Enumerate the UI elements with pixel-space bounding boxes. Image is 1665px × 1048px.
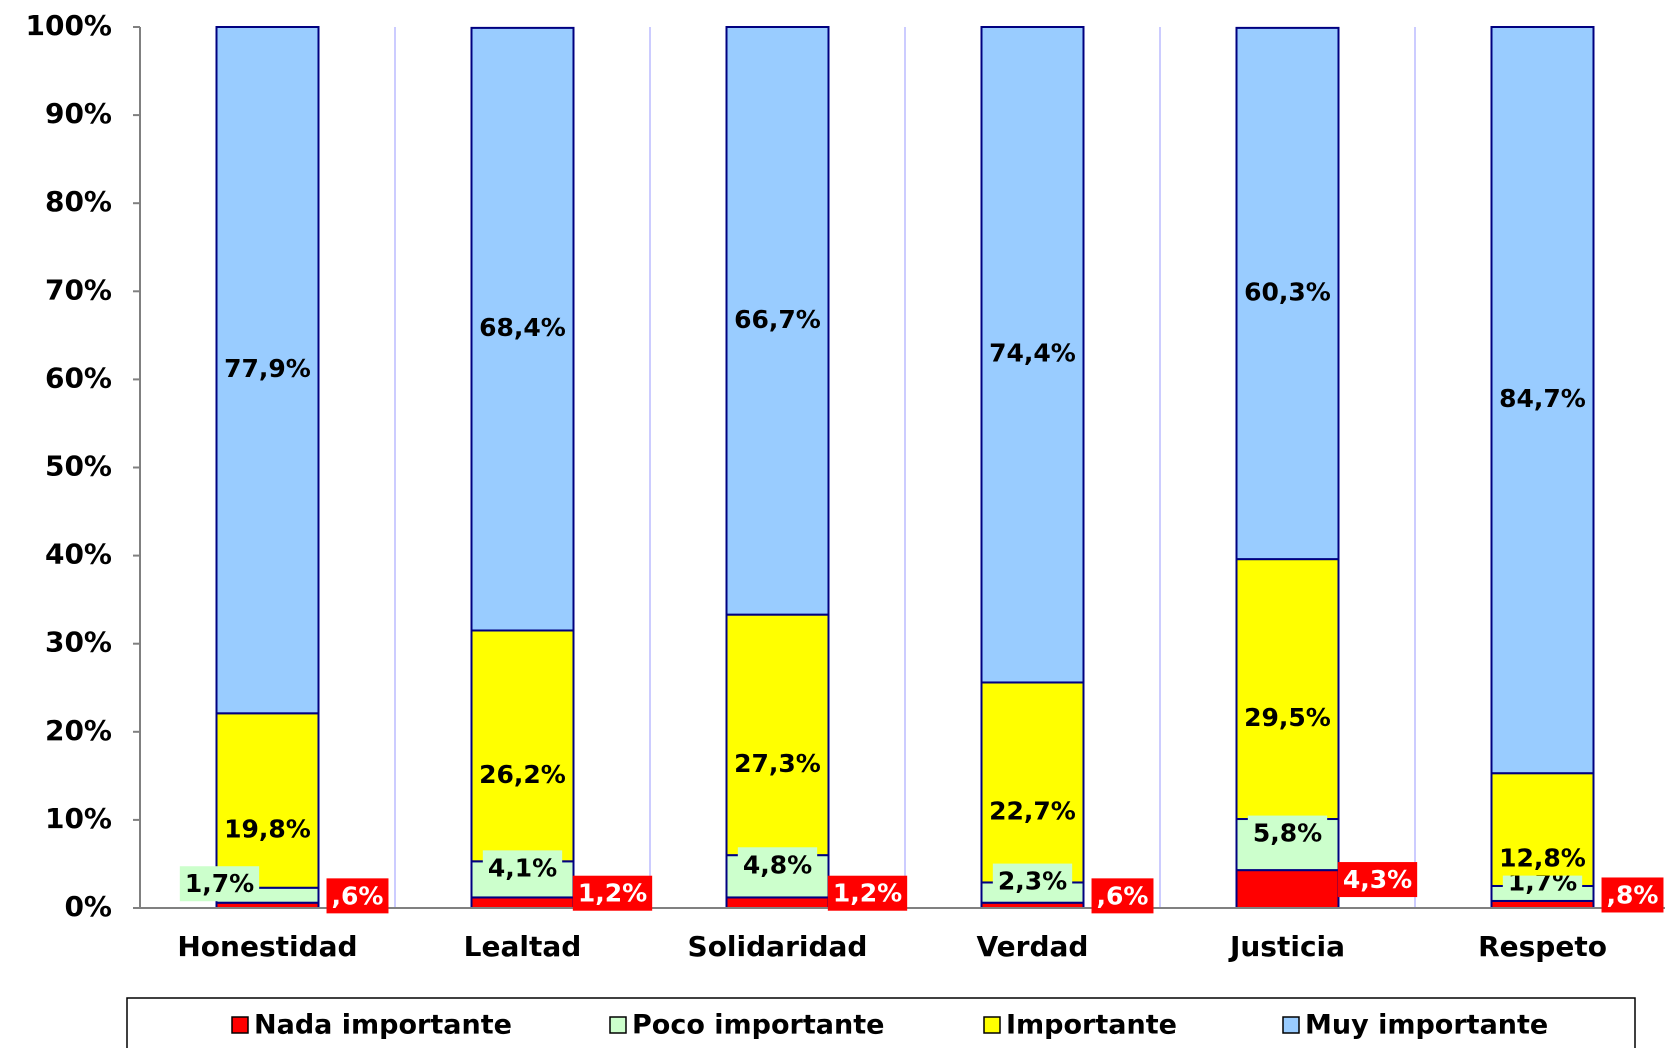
data-label: 22,7%	[989, 796, 1076, 825]
y-tick-label: 60%	[45, 361, 112, 394]
label-background	[326, 878, 389, 914]
data-label: 77,9%	[224, 354, 311, 383]
x-tick-label: Verdad	[977, 930, 1089, 963]
label-background	[737, 847, 818, 883]
bar-segment	[980, 681, 1085, 884]
bar-segment	[215, 26, 320, 715]
y-tick-label: 10%	[45, 802, 112, 835]
data-label: 5,8%	[1253, 819, 1322, 848]
legend-swatch	[983, 1016, 1001, 1034]
y-tick-label: 20%	[45, 714, 112, 747]
y-tick-label: 100%	[25, 9, 112, 42]
data-label: ,6%	[332, 881, 384, 910]
legend-swatch	[231, 1016, 249, 1034]
legend-swatch	[1282, 1016, 1300, 1034]
data-label: ,8%	[1607, 880, 1659, 909]
data-label: 4,1%	[488, 853, 557, 882]
legend-label: Muy importante	[1305, 1010, 1548, 1041]
bar-segment	[980, 26, 1085, 684]
legend-swatch	[609, 1016, 627, 1034]
data-label: 60,3%	[1244, 278, 1331, 307]
label-background	[572, 875, 653, 911]
label-background	[1494, 840, 1591, 876]
data-label: 2,3%	[998, 867, 1067, 896]
y-tick-label: 80%	[45, 185, 112, 218]
legend-label: Nada importante	[254, 1010, 512, 1041]
bar-segment	[1490, 899, 1595, 910]
label-background	[1601, 877, 1664, 913]
data-label: 84,7%	[1499, 384, 1586, 413]
label-background	[992, 863, 1073, 899]
label-background	[179, 866, 260, 902]
bar-segment	[1235, 558, 1340, 821]
bar-segment	[470, 26, 575, 632]
y-tick-label: 0%	[64, 890, 112, 923]
bar-segment	[470, 629, 575, 863]
label-background	[1091, 878, 1154, 914]
data-label: 12,8%	[1499, 844, 1586, 873]
data-label: ,6%	[1097, 881, 1149, 910]
data-label: 66,7%	[734, 305, 821, 334]
bar-segment	[725, 613, 830, 857]
legend-label: Importante	[1006, 1010, 1177, 1041]
label-background	[482, 850, 563, 886]
x-tick-label: Solidaridad	[688, 930, 868, 963]
label-background	[219, 811, 316, 847]
data-label: 26,2%	[479, 760, 566, 789]
label-background	[1337, 862, 1418, 898]
legend-label: Poco importante	[632, 1010, 884, 1041]
bar-segment	[1490, 26, 1595, 775]
bar-segment	[470, 896, 575, 909]
y-tick-label: 30%	[45, 626, 112, 659]
data-label: 74,4%	[989, 339, 1076, 368]
data-label: 1,2%	[578, 879, 647, 908]
y-tick-label: 90%	[45, 97, 112, 130]
label-background	[1239, 700, 1336, 736]
bar-segment	[1235, 869, 1340, 910]
data-label: 4,8%	[743, 850, 812, 879]
label-background	[1247, 815, 1328, 851]
x-tick-label: Respeto	[1478, 930, 1607, 963]
data-label: 27,3%	[734, 749, 821, 778]
bar-segment	[1235, 26, 1340, 561]
bar-segment	[725, 26, 830, 616]
data-label: 4,3%	[1343, 865, 1412, 894]
bar-segment	[215, 712, 320, 889]
y-tick-label: 40%	[45, 538, 112, 571]
label-background	[474, 756, 571, 792]
label-background	[984, 793, 1081, 829]
x-tick-label: Justicia	[1228, 930, 1345, 963]
bar-segment	[725, 896, 830, 909]
data-label: 1,7%	[185, 869, 254, 898]
x-tick-label: Honestidad	[177, 930, 357, 963]
y-tick-label: 50%	[45, 450, 112, 483]
data-label: 19,8%	[224, 815, 311, 844]
legend-box	[126, 997, 1636, 1048]
label-background	[827, 875, 908, 911]
label-background	[729, 745, 826, 781]
data-label: 29,5%	[1244, 703, 1331, 732]
data-label: 68,4%	[479, 313, 566, 342]
y-tick-label: 70%	[45, 273, 112, 306]
data-label: 1,2%	[833, 879, 902, 908]
x-tick-label: Lealtad	[464, 930, 582, 963]
